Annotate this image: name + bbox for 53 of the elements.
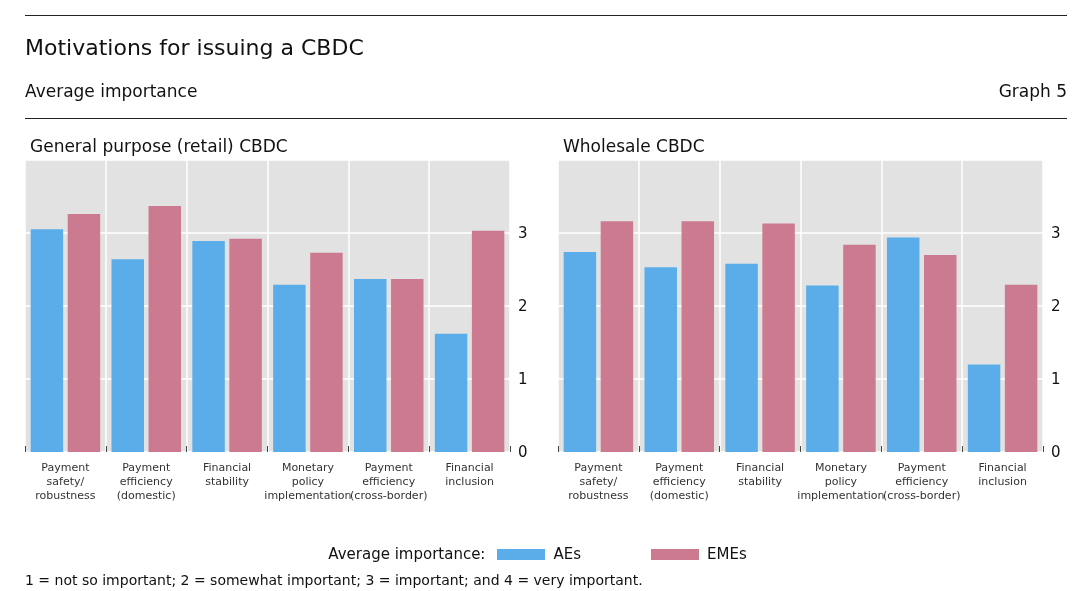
x-tick-label: Payment efficiency (cross-border) [883, 460, 961, 502]
text: 1 = not so important; 2 = somewhat important; 3 = important; and 4 = very important. [25, 572, 643, 588]
legend-label: AEs [553, 545, 581, 563]
x-tick-label: Payment efficiency (domestic) [116, 460, 176, 502]
bar [1004, 284, 1038, 452]
x-tick-label: Payment efficiency (cross-border) [350, 460, 428, 502]
bar [967, 364, 1001, 452]
bar [563, 251, 597, 452]
bar [30, 229, 64, 452]
x-tick-label: Financial stability [203, 460, 252, 488]
chart-title: Wholesale CBDC [563, 135, 705, 156]
bar [192, 241, 225, 452]
bar [148, 205, 182, 452]
bar [67, 214, 101, 452]
y-tick-label: 3 [518, 224, 528, 242]
caption: Graph 5 [998, 81, 1067, 101]
bar [229, 238, 262, 452]
bar [471, 230, 505, 452]
x-tick-label: Payment safety/ robustness [568, 460, 629, 502]
x-tick-label: Payment efficiency (domestic) [649, 460, 709, 502]
x-tick-label: Financial stability [736, 460, 785, 488]
bar [843, 244, 876, 452]
chart-title: General purpose (retail) CBDC [30, 135, 288, 156]
text: Average importance [25, 81, 198, 101]
y-tick-label: 0 [518, 443, 528, 461]
y-tick-label: 0 [1051, 443, 1061, 461]
bar [762, 223, 795, 452]
y-tick-label: 3 [1051, 224, 1061, 242]
bar [924, 254, 957, 452]
bar [681, 221, 715, 452]
text: Motivations for issuing a CBDC [25, 35, 364, 60]
bar [353, 278, 387, 452]
bar [806, 285, 839, 452]
bar [273, 284, 306, 452]
x-tick-label: Financial inclusion [978, 460, 1027, 488]
bar [725, 263, 758, 452]
bar [600, 221, 634, 452]
legend-title: Average importance: [328, 545, 486, 563]
bar [886, 237, 920, 452]
x-tick-label: Monetary policy implementation [797, 460, 885, 502]
y-tick-label: 1 [518, 370, 528, 388]
bar [391, 278, 424, 452]
bar [434, 333, 468, 452]
legend-label: EMEs [706, 545, 747, 563]
bar [310, 252, 343, 452]
x-tick-label: Financial inclusion [445, 460, 494, 488]
y-tick-label: 2 [1051, 297, 1061, 315]
bar [111, 259, 144, 452]
bar [644, 267, 677, 452]
y-tick-label: 2 [518, 297, 528, 315]
y-tick-label: 1 [1051, 370, 1061, 388]
x-tick-label: Payment safety/ robustness [35, 460, 96, 502]
x-tick-label: Monetary policy implementation [264, 460, 352, 502]
